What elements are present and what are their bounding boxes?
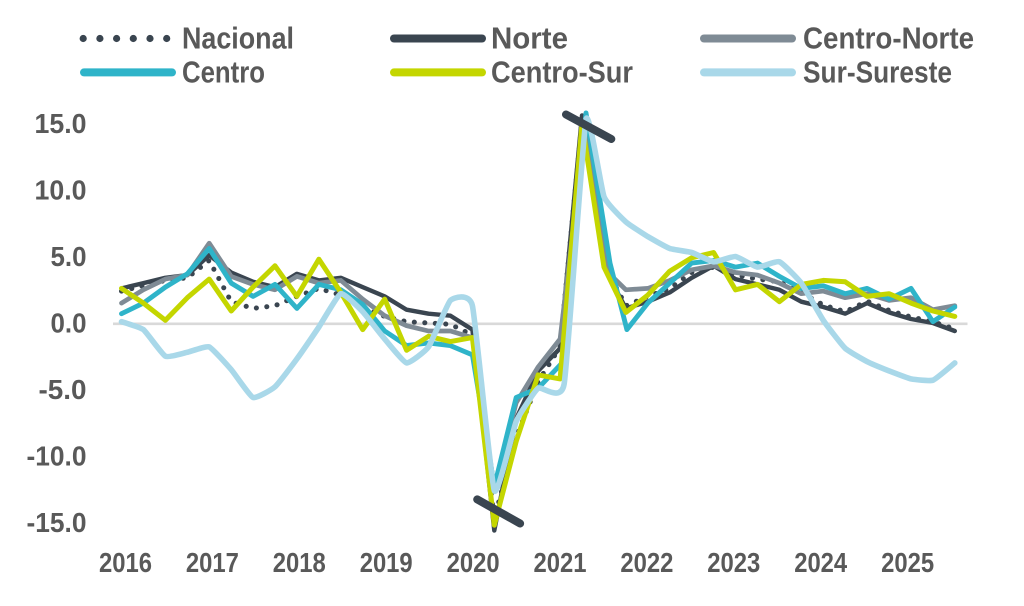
- svg-text:15.0: 15.0: [35, 108, 87, 139]
- svg-text:2018: 2018: [273, 547, 326, 578]
- svg-text:Centro: Centro: [182, 55, 265, 90]
- svg-text:Centro-Norte: Centro-Norte: [803, 21, 974, 56]
- svg-text:10.0: 10.0: [35, 175, 87, 206]
- svg-text:2019: 2019: [360, 547, 413, 578]
- svg-text:0.0: 0.0: [51, 308, 87, 339]
- svg-text:Sur-Sureste: Sur-Sureste: [803, 55, 952, 90]
- svg-text:-15.0: -15.0: [27, 507, 87, 538]
- svg-text:2016: 2016: [99, 547, 152, 578]
- svg-text:2017: 2017: [186, 547, 239, 578]
- svg-text:Nacional: Nacional: [182, 21, 294, 56]
- svg-text:2023: 2023: [707, 547, 760, 578]
- svg-text:2022: 2022: [620, 547, 673, 578]
- svg-text:-5.0: -5.0: [39, 374, 87, 405]
- svg-text:Centro-Sur: Centro-Sur: [491, 55, 633, 90]
- svg-text:2025: 2025: [881, 547, 934, 578]
- svg-text:2020: 2020: [447, 547, 500, 578]
- svg-text:2024: 2024: [794, 547, 847, 578]
- svg-text:Norte: Norte: [491, 21, 568, 56]
- svg-text:2021: 2021: [534, 547, 587, 578]
- svg-text:5.0: 5.0: [51, 241, 87, 272]
- svg-text:-10.0: -10.0: [27, 441, 87, 472]
